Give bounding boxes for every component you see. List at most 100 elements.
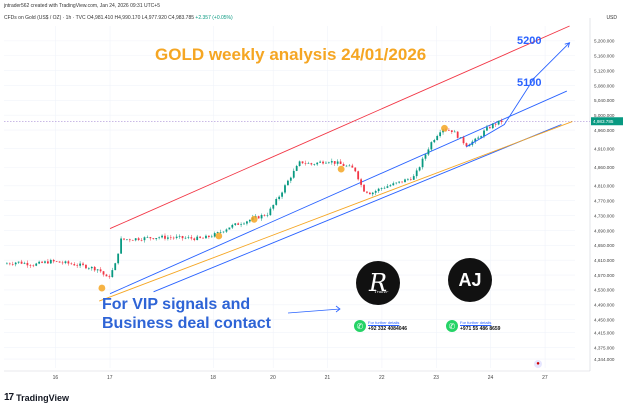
- candle-body: [161, 235, 163, 238]
- r-trader-logo: R Trader: [356, 261, 400, 305]
- candle-body: [246, 221, 248, 224]
- y-tick-label: 4,610.000: [594, 258, 615, 263]
- candle-body: [108, 276, 111, 278]
- candle-body: [58, 261, 61, 263]
- contact-phone-2: +971 55 486 8659: [460, 326, 501, 332]
- y-tick-label: 4,690.000: [594, 228, 615, 233]
- candle-body: [386, 186, 389, 188]
- candle-body: [117, 253, 120, 264]
- candle-body: [155, 238, 158, 240]
- candle-body: [158, 237, 161, 239]
- y-tick-label: 4,530.000: [594, 288, 615, 293]
- candle-body: [304, 163, 307, 164]
- x-tick-label: 24: [488, 375, 494, 381]
- candle-body: [67, 261, 70, 264]
- x-tick-label: 23: [433, 375, 439, 381]
- candle-body: [187, 237, 190, 238]
- candle-body: [497, 120, 500, 125]
- candle-body: [330, 161, 333, 163]
- candle-body: [149, 237, 152, 239]
- candle-body: [392, 183, 395, 186]
- y-tick-label: 5,080.000: [594, 83, 615, 88]
- candle-body: [231, 224, 234, 228]
- candle-body: [190, 237, 193, 239]
- candle-body: [494, 123, 497, 125]
- candle-body: [234, 223, 237, 225]
- candle-body: [178, 236, 181, 237]
- candle-body: [427, 149, 430, 155]
- tradingview-brand[interactable]: 17 TradingView: [4, 392, 69, 403]
- candle-body: [345, 165, 348, 167]
- candle-body: [316, 162, 319, 165]
- candle-body: [333, 161, 336, 164]
- us-flag-icon: ●: [534, 360, 542, 368]
- y-tick-label: 5,000.000: [594, 113, 615, 118]
- blue-channel-upper: [109, 90, 568, 295]
- candle-body: [93, 266, 96, 271]
- y-tick-label: 4,344.000: [594, 357, 615, 362]
- contact-note-1[interactable]: For further details: [368, 320, 400, 325]
- y-tick-label: 4,810.000: [594, 184, 615, 189]
- contact-note-2[interactable]: For further details: [460, 320, 492, 325]
- candle-body: [357, 171, 360, 180]
- whatsapp-icon: ✆: [354, 320, 366, 332]
- candle-body: [500, 120, 503, 122]
- contact-whatsapp-2[interactable]: ✆ For further details +971 55 486 8659: [446, 319, 500, 333]
- current-price-label: 4,983.785: [593, 119, 614, 124]
- candle-body: [181, 236, 184, 239]
- candle-body: [450, 130, 453, 132]
- candle-body: [401, 181, 403, 183]
- candle-body: [167, 237, 169, 239]
- candle-body: [114, 263, 117, 271]
- candle-body: [35, 263, 38, 266]
- x-tick-label: 16: [53, 375, 59, 381]
- candle-body: [439, 132, 442, 137]
- y-tick-label: 4,860.000: [594, 165, 615, 170]
- candle-body: [342, 164, 345, 166]
- candle-body: [295, 165, 298, 171]
- candle-body: [368, 192, 371, 195]
- y-tick-label: 4,415.000: [594, 330, 615, 335]
- candle-body: [243, 223, 245, 225]
- candle-body: [44, 261, 46, 263]
- candle-body: [73, 264, 76, 266]
- y-tick-label: 5,200.000: [594, 39, 615, 44]
- candle-body: [248, 219, 251, 222]
- candle-body: [433, 140, 436, 143]
- candle-body: [430, 142, 433, 150]
- candle-body: [52, 259, 55, 262]
- whatsapp-icon: ✆: [446, 320, 458, 332]
- candle-body: [105, 274, 108, 277]
- candle-body: [20, 261, 23, 264]
- candle-body: [225, 229, 228, 232]
- candle-body: [281, 192, 283, 197]
- contact-whatsapp-1[interactable]: ✆ For further details +92 332 4084046: [354, 319, 407, 333]
- candle-body: [6, 263, 8, 265]
- candle-body: [412, 176, 415, 180]
- touch-marker: [250, 215, 258, 223]
- y-tick-label: 4,570.000: [594, 273, 615, 278]
- touch-marker: [337, 165, 345, 173]
- candle-body: [275, 198, 278, 205]
- candle-body: [260, 215, 263, 219]
- candle-body: [474, 138, 477, 142]
- candle-body: [193, 238, 196, 241]
- candle-body: [76, 265, 79, 266]
- candle-body: [409, 179, 412, 180]
- x-tick-label: 18: [210, 375, 216, 381]
- target-5100-label: 5100: [517, 77, 542, 89]
- candle-body: [228, 227, 231, 230]
- candle-body: [415, 170, 418, 177]
- candle-body: [49, 259, 52, 264]
- candle-body: [418, 167, 421, 171]
- candle-body: [339, 161, 342, 165]
- vip-text-line-1: For VIP signals and: [102, 296, 251, 313]
- candle-body: [407, 179, 409, 180]
- candle-body: [64, 261, 67, 264]
- candle-body: [354, 167, 357, 172]
- candle-body: [404, 179, 406, 183]
- candle-body: [266, 215, 269, 216]
- candle-body: [47, 261, 49, 264]
- candle-body: [310, 163, 313, 165]
